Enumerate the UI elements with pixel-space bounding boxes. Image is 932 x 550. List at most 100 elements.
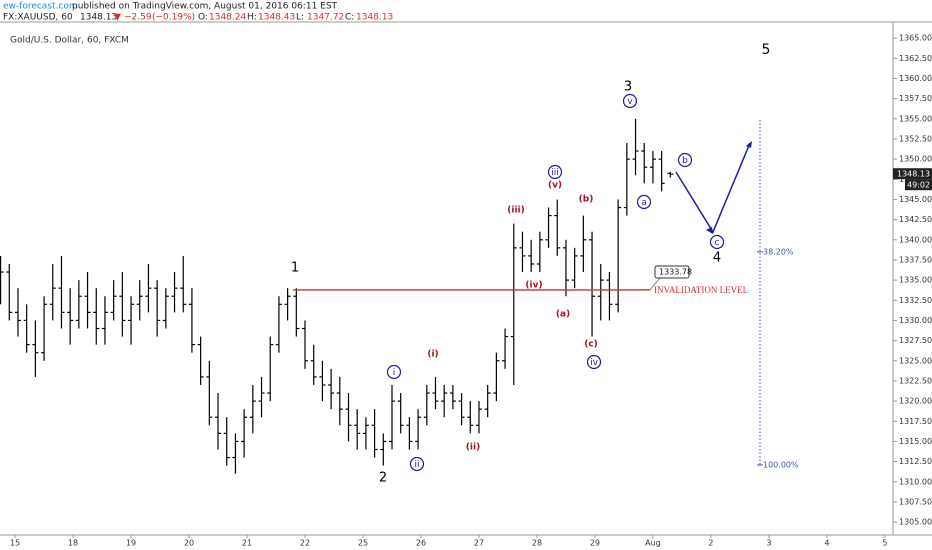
y-tick-label: 1337.50 bbox=[899, 255, 932, 264]
wave-circle bbox=[622, 93, 638, 109]
wave-label: (a) bbox=[556, 310, 570, 320]
x-tick-label: 21 bbox=[242, 539, 252, 548]
wave-label: 1 bbox=[291, 261, 299, 276]
y-tick-label: 1345.00 bbox=[899, 195, 932, 204]
wave-label: 2 bbox=[379, 471, 387, 486]
change-pct: (−0.19%) bbox=[152, 13, 195, 23]
wave-circle bbox=[547, 164, 563, 180]
invalidation-label: INVALIDATION LEVEL bbox=[654, 285, 748, 295]
wave-label: (b) bbox=[579, 195, 594, 205]
x-tick-label: Aug bbox=[645, 539, 661, 548]
wave-label: (iii) bbox=[507, 206, 524, 216]
invalidation-box bbox=[654, 265, 690, 279]
y-tick-label: 1315.00 bbox=[899, 437, 932, 446]
y-tick-label: 1342.50 bbox=[899, 215, 932, 224]
countdown-tag bbox=[905, 179, 932, 191]
y-tick-label: 1310.00 bbox=[899, 477, 932, 486]
wave-circle bbox=[386, 364, 402, 380]
wave-circle bbox=[636, 194, 652, 210]
x-tick-label: 18 bbox=[68, 539, 78, 548]
x-tick-label: 15 bbox=[10, 539, 20, 548]
y-tick-label: 1325.00 bbox=[899, 356, 932, 365]
wave-label: a bbox=[641, 198, 647, 208]
y-tick-label: 1365.00 bbox=[899, 34, 932, 43]
y-tick-label: 1322.50 bbox=[899, 376, 932, 385]
y-tick-label: 1360.00 bbox=[899, 74, 932, 83]
y-tick-label: 1362.50 bbox=[899, 54, 932, 63]
y-tick-label: 1335.00 bbox=[899, 276, 932, 285]
y-tick-label: 1307.50 bbox=[899, 497, 932, 506]
wave-circle bbox=[709, 234, 725, 250]
invalidation-value: 1333.78 bbox=[659, 267, 692, 276]
y-tick-label: 1350.00 bbox=[899, 155, 932, 164]
wave-label: b bbox=[682, 156, 688, 166]
wave-label: (i) bbox=[427, 350, 438, 360]
y-tick-label: 1305.00 bbox=[899, 518, 932, 527]
last-price: 1348.13 bbox=[80, 13, 117, 23]
wave-label: i bbox=[393, 368, 396, 378]
x-tick-label: 28 bbox=[532, 539, 542, 548]
invalidation-pointer bbox=[649, 277, 661, 291]
wave-label: 3 bbox=[624, 80, 632, 95]
arrow-head bbox=[746, 141, 752, 148]
fib-label: 38.20% bbox=[763, 247, 794, 256]
ohlc-label: C: bbox=[345, 13, 354, 23]
wave-label: iii bbox=[551, 168, 559, 178]
countdown-label: 49:02 bbox=[907, 181, 930, 190]
wave-label: (ii) bbox=[466, 443, 480, 453]
y-tick-label: 1317.50 bbox=[899, 417, 932, 426]
wave-circle bbox=[677, 152, 693, 168]
x-tick-label: 27 bbox=[474, 539, 484, 548]
wave-label: iv bbox=[590, 358, 599, 368]
y-tick-label: 1330.00 bbox=[899, 316, 932, 325]
wave-label: 5 bbox=[762, 42, 771, 58]
change: −2.59 bbox=[124, 13, 152, 23]
y-tick-label: 1340.00 bbox=[899, 235, 932, 244]
ohlc-value: 1348.24 bbox=[209, 13, 246, 23]
price-tag-label: 1348.13 bbox=[897, 170, 930, 179]
ohlc-value: 1347.72 bbox=[307, 13, 344, 23]
x-tick-label: 5 bbox=[882, 539, 887, 548]
down-arrow: ▼ bbox=[114, 13, 121, 23]
wave-label: (c) bbox=[584, 340, 598, 350]
ohlc-label: H: bbox=[247, 13, 257, 23]
arrow-head bbox=[706, 227, 713, 234]
y-tick-label: 1312.50 bbox=[899, 457, 932, 466]
x-tick-label: 29 bbox=[590, 539, 600, 548]
wave-label: ii bbox=[414, 460, 419, 470]
wave-label: (v) bbox=[548, 181, 562, 191]
x-tick-label: 22 bbox=[300, 539, 310, 548]
ohlc-value: 1348.43 bbox=[258, 13, 295, 23]
wave-label: (iv) bbox=[525, 281, 542, 291]
price-tag bbox=[893, 168, 932, 180]
y-tick-label: 1352.50 bbox=[899, 134, 932, 143]
wave-label: 4 bbox=[713, 251, 721, 266]
x-tick-label: 19 bbox=[126, 539, 136, 548]
projection-path bbox=[675, 142, 751, 234]
y-tick-label: 1327.50 bbox=[899, 336, 932, 345]
x-tick-label: 20 bbox=[184, 539, 194, 548]
x-tick-label: 3 bbox=[766, 539, 771, 548]
fib-label: 100.00% bbox=[763, 461, 799, 470]
ohlc-label: O: bbox=[198, 13, 208, 23]
x-tick-label: 25 bbox=[358, 539, 368, 548]
x-tick-label: 2 bbox=[708, 539, 713, 548]
wave-circle bbox=[409, 456, 425, 472]
y-tick-label: 1320.00 bbox=[899, 397, 932, 406]
ohlc-label: L: bbox=[296, 13, 304, 23]
chart-title: Gold/U.S. Dollar, 60, FXCM bbox=[10, 36, 129, 46]
ohlc-value: 1348.13 bbox=[356, 13, 393, 23]
wave-label: v bbox=[627, 97, 633, 107]
wave-label: c bbox=[715, 238, 720, 248]
x-tick-label: 26 bbox=[416, 539, 426, 548]
wave-circle bbox=[586, 354, 602, 370]
symbol: FX:XAUUSD, 60 bbox=[3, 13, 73, 23]
y-tick-label: 1357.50 bbox=[899, 94, 932, 103]
source[interactable]: ew-forecast.com bbox=[3, 2, 78, 12]
y-tick-label: 1332.50 bbox=[899, 296, 932, 305]
x-tick-label: 4 bbox=[824, 539, 829, 548]
published: published on TradingView.com, August 01,… bbox=[72, 2, 338, 12]
y-tick-label: 1355.00 bbox=[899, 114, 932, 123]
